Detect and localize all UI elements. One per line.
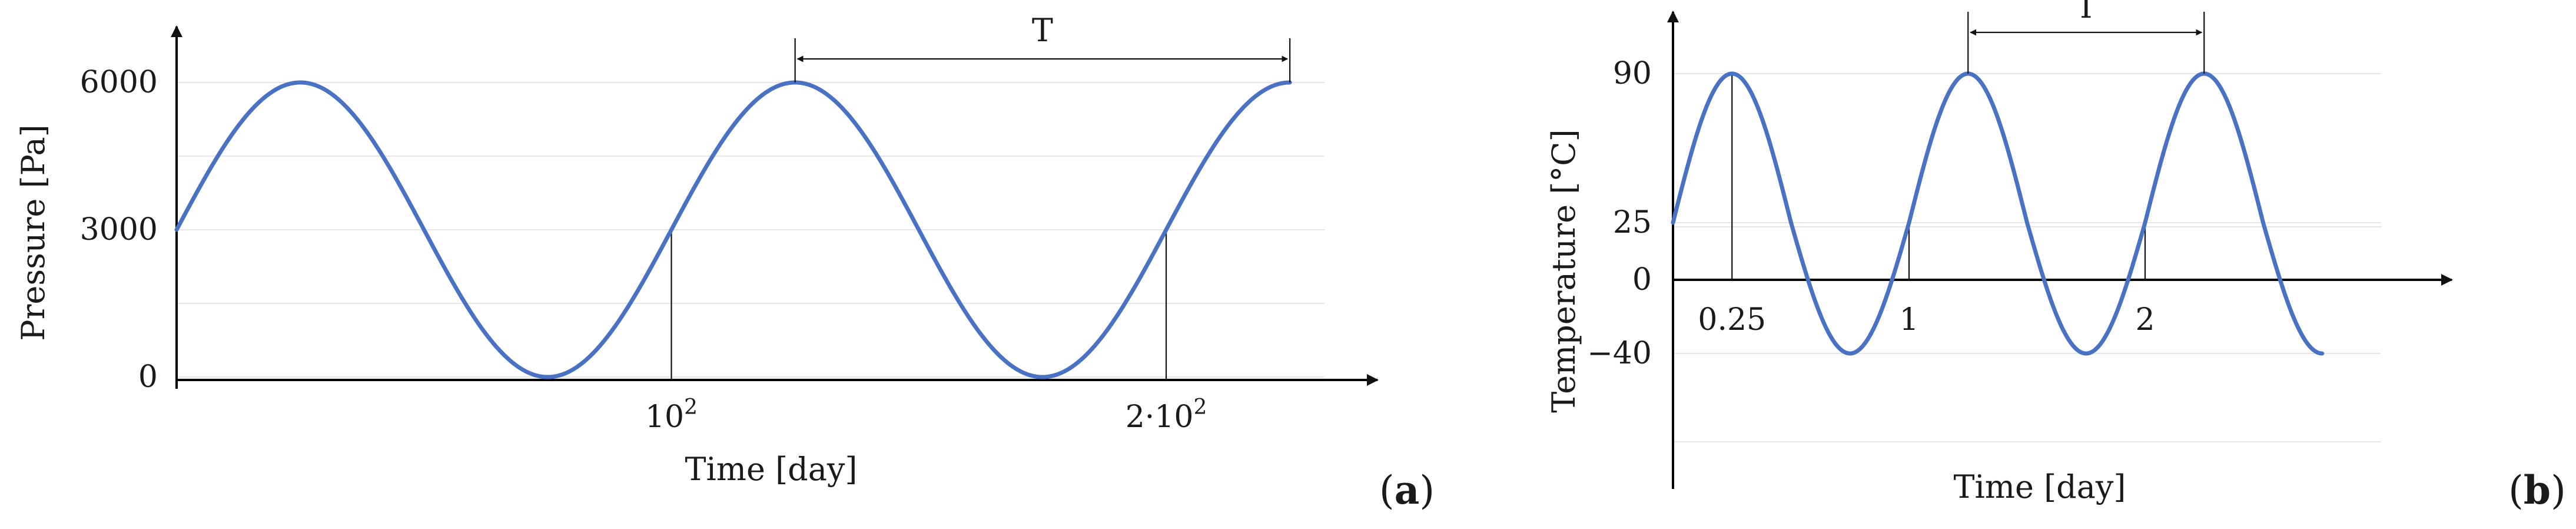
- y-tick-label: 0: [138, 359, 158, 395]
- x-tick-label: 0.25: [1698, 302, 1766, 338]
- x-axis-title: Time [day]: [685, 451, 857, 488]
- x-tick-label: 102: [645, 395, 698, 435]
- x-tick-label: 2: [2135, 302, 2155, 338]
- panel-label: (a): [1379, 467, 1435, 513]
- y-tick-label: 6000: [80, 65, 158, 100]
- period-label: T: [2076, 0, 2097, 25]
- chart-panel-a: T 102 2·102 0 3000 6000 Time [day] Pressure [Pa…: [15, 12, 1435, 513]
- x-tick-label: 1: [1899, 302, 1918, 338]
- y-tick-label: 90: [1613, 56, 1652, 91]
- chart-panel-b: T 0.25 1 2 −40 0 25 90 Time [day] Temperature [°C…: [1545, 0, 2566, 513]
- y-tick-label: −40: [1587, 336, 1652, 371]
- data-series-line: [1671, 71, 2325, 356]
- y-tick-label: 3000: [80, 212, 158, 247]
- y-tick-label: 0: [1632, 262, 1652, 297]
- x-tick-label: 2·102: [1126, 395, 1207, 435]
- period-label: T: [1032, 12, 1053, 49]
- panel-label: (b): [2508, 467, 2566, 513]
- y-tick-label: 25: [1613, 205, 1652, 240]
- x-axis-title: Time [day]: [1953, 468, 2126, 505]
- y-axis-title: Temperature [°C]: [1545, 129, 1582, 412]
- data-series-line: [174, 80, 1292, 379]
- y-axis-title: Pressure [Pa]: [15, 124, 52, 340]
